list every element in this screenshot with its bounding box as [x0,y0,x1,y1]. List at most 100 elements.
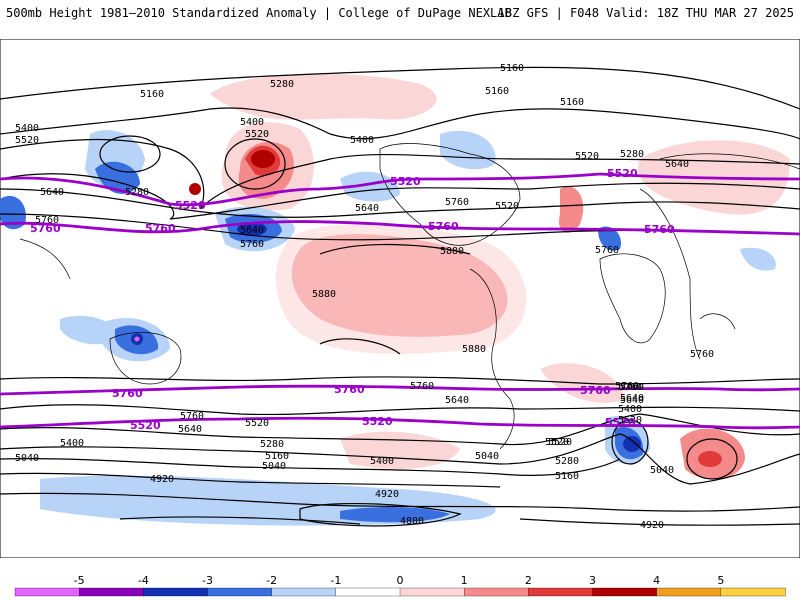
highlighted-label: 5520 [607,167,638,180]
contour-label: 5640 [665,159,689,170]
contour-label: 5760 [240,239,264,250]
contour-label: 5760 [35,215,59,226]
contour-label: 5760 [410,381,434,392]
contour-label: 5400 [60,438,84,449]
contour-label: 5160 [140,89,164,100]
colorbar-tick-label: 0 [397,574,404,587]
contour-label: 5640 [355,203,379,214]
contour-label: 5040 [650,465,674,476]
coastlines [19,143,800,450]
colorbar-block [656,587,722,597]
highlighted-label: 5760 [334,383,365,396]
highlighted-label: 5760 [580,384,611,397]
contour-label: 5760 [690,349,714,360]
contour-label: 5520 [245,129,269,140]
highlighted-label: 5760 [30,222,61,235]
highlighted-label: 5760 [644,223,675,236]
contour-label: 5400 [15,123,39,134]
contour-label: 5400 [370,456,394,467]
highlighted-label: 5760 [112,387,143,400]
contour-label: 5520 [548,437,572,448]
highlighted-label: 5520 [175,199,206,212]
highlighted-label: 5760 [428,220,459,233]
contour-label: 4920 [640,520,664,531]
colorbar-blocks [14,587,786,597]
colorbar-block [79,587,144,597]
colorbar-tick-label: 2 [525,574,532,587]
contour-label: 5160 [560,97,584,108]
contour-label: 5520 [245,418,269,429]
colorbar-block [14,587,80,597]
colorbar-block [464,587,529,597]
contour-label: 5640 [620,393,644,404]
contour-label: 5400 [350,135,374,146]
highlighted-label: 5520 [362,415,393,428]
contour-label: 5520 [545,437,569,448]
contour-label: 5640 [445,395,469,406]
colorbar-tick-label: -3 [202,574,213,587]
contour-label: 5400 [240,117,264,128]
colorbar-block [335,587,401,597]
contour-label: 4800 [400,516,424,527]
colorbar-block [207,587,273,597]
contour-label: 5160 [485,86,509,97]
colorbar-tick-label: -4 [138,574,149,587]
contour-label: 5760 [618,382,642,393]
contour-label: 4920 [375,489,399,500]
contour-label: 5880 [312,289,336,300]
contour-label: 5280 [620,149,644,160]
contour-label: 5760 [615,381,639,392]
contour-label: 5280 [555,456,579,467]
colorbar-block [399,587,465,597]
colorbar-tick-label: -5 [74,574,85,587]
contour-label: 5760 [595,245,619,256]
colorbar-tick-label: 1 [461,574,468,587]
colorbar-block [528,587,594,597]
highlighted-label: 5520 [130,419,161,432]
contour-label: 5400 [618,404,642,415]
contour-label: 5520 [495,201,519,212]
colorbar-block [592,587,658,597]
contour-label: 5280 [260,439,284,450]
contour-label: 5880 [462,344,486,355]
highlighted-contour-labels: 5520 5760 5760 5520 5760 5520 5760 5520 … [30,167,675,432]
contour-label: 5520 [575,151,599,162]
contour-label: 5760 [620,382,644,393]
contour-label: 5520 [15,135,39,146]
colorbar-block [720,587,786,597]
highlighted-label: 5520 [390,175,421,188]
contour-label: 5040 [15,453,39,464]
colorbar-tick-label: -2 [266,574,277,587]
contour-labels: 5160 5280 5160 5160 5160 5400 5520 5520 … [15,63,714,531]
contour-label: 5640 [40,187,64,198]
contour-label: 5040 [262,461,286,472]
colorbar-block [271,587,337,597]
map-title: 500mb Height 1981–2010 Standardized Anom… [6,6,512,20]
contour-label: 5160 [265,451,289,462]
colorbar-ticks: -5 -4 -3 -2 -1 0 1 2 3 4 5 [74,574,725,587]
colorbar-tick-label: 3 [589,574,596,587]
contour-label: 5760 [180,411,204,422]
run-info: 18Z GFS | F048 Valid: 18Z THU MAR 27 202… [497,6,794,20]
contour-label: 5160 [500,63,524,74]
highlighted-contours [0,172,800,430]
colorbar-tick-label: 5 [717,574,724,587]
contour-label: 5640 [178,424,202,435]
contour-label: 5640 [620,395,644,406]
contour-label: 5280 [270,79,294,90]
highlighted-label: 5760 [145,222,176,235]
colorbar-tick-label: 4 [653,574,660,587]
contour-label: 5160 [555,471,579,482]
contour-label: 5520 [618,415,642,426]
colorbar-tick-label: -1 [330,574,341,587]
height-contours [0,66,800,527]
colorbar: -5 -4 -3 -2 -1 0 1 2 3 4 5 [14,574,786,597]
contour-label: 5640 [240,225,264,236]
contour-label: 5280 [125,187,149,198]
contour-label: 5880 [440,246,464,257]
contour-label: 5040 [475,451,499,462]
colorbar-block [143,587,209,597]
anomaly-map: 5160 5280 5160 5160 5160 5400 5520 5520 … [0,39,800,558]
header: 500mb Height 1981–2010 Standardized Anom… [0,0,800,36]
highlighted-label: 5520 [605,416,636,429]
